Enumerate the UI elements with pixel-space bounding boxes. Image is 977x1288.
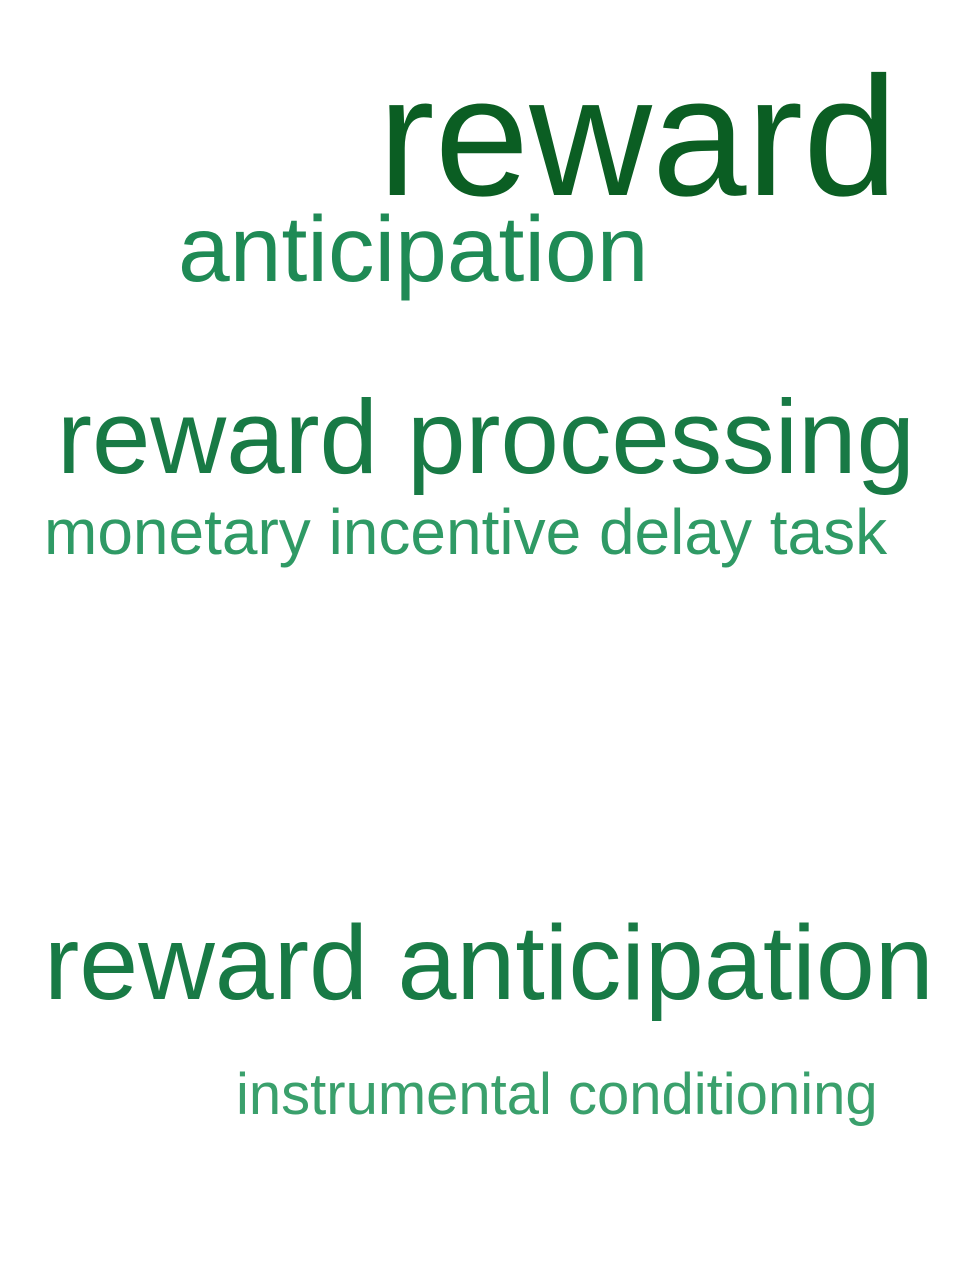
term-reward: reward bbox=[378, 42, 898, 232]
term-reward-processing: reward processing bbox=[57, 379, 915, 496]
term-anticipation: anticipation bbox=[178, 197, 649, 301]
term-monetary-incentive-delay-task: monetary incentive delay task bbox=[44, 496, 888, 568]
term-instrumental-conditioning: instrumental conditioning bbox=[236, 1062, 878, 1127]
term-reward-anticipation: reward anticipation bbox=[44, 904, 934, 1022]
